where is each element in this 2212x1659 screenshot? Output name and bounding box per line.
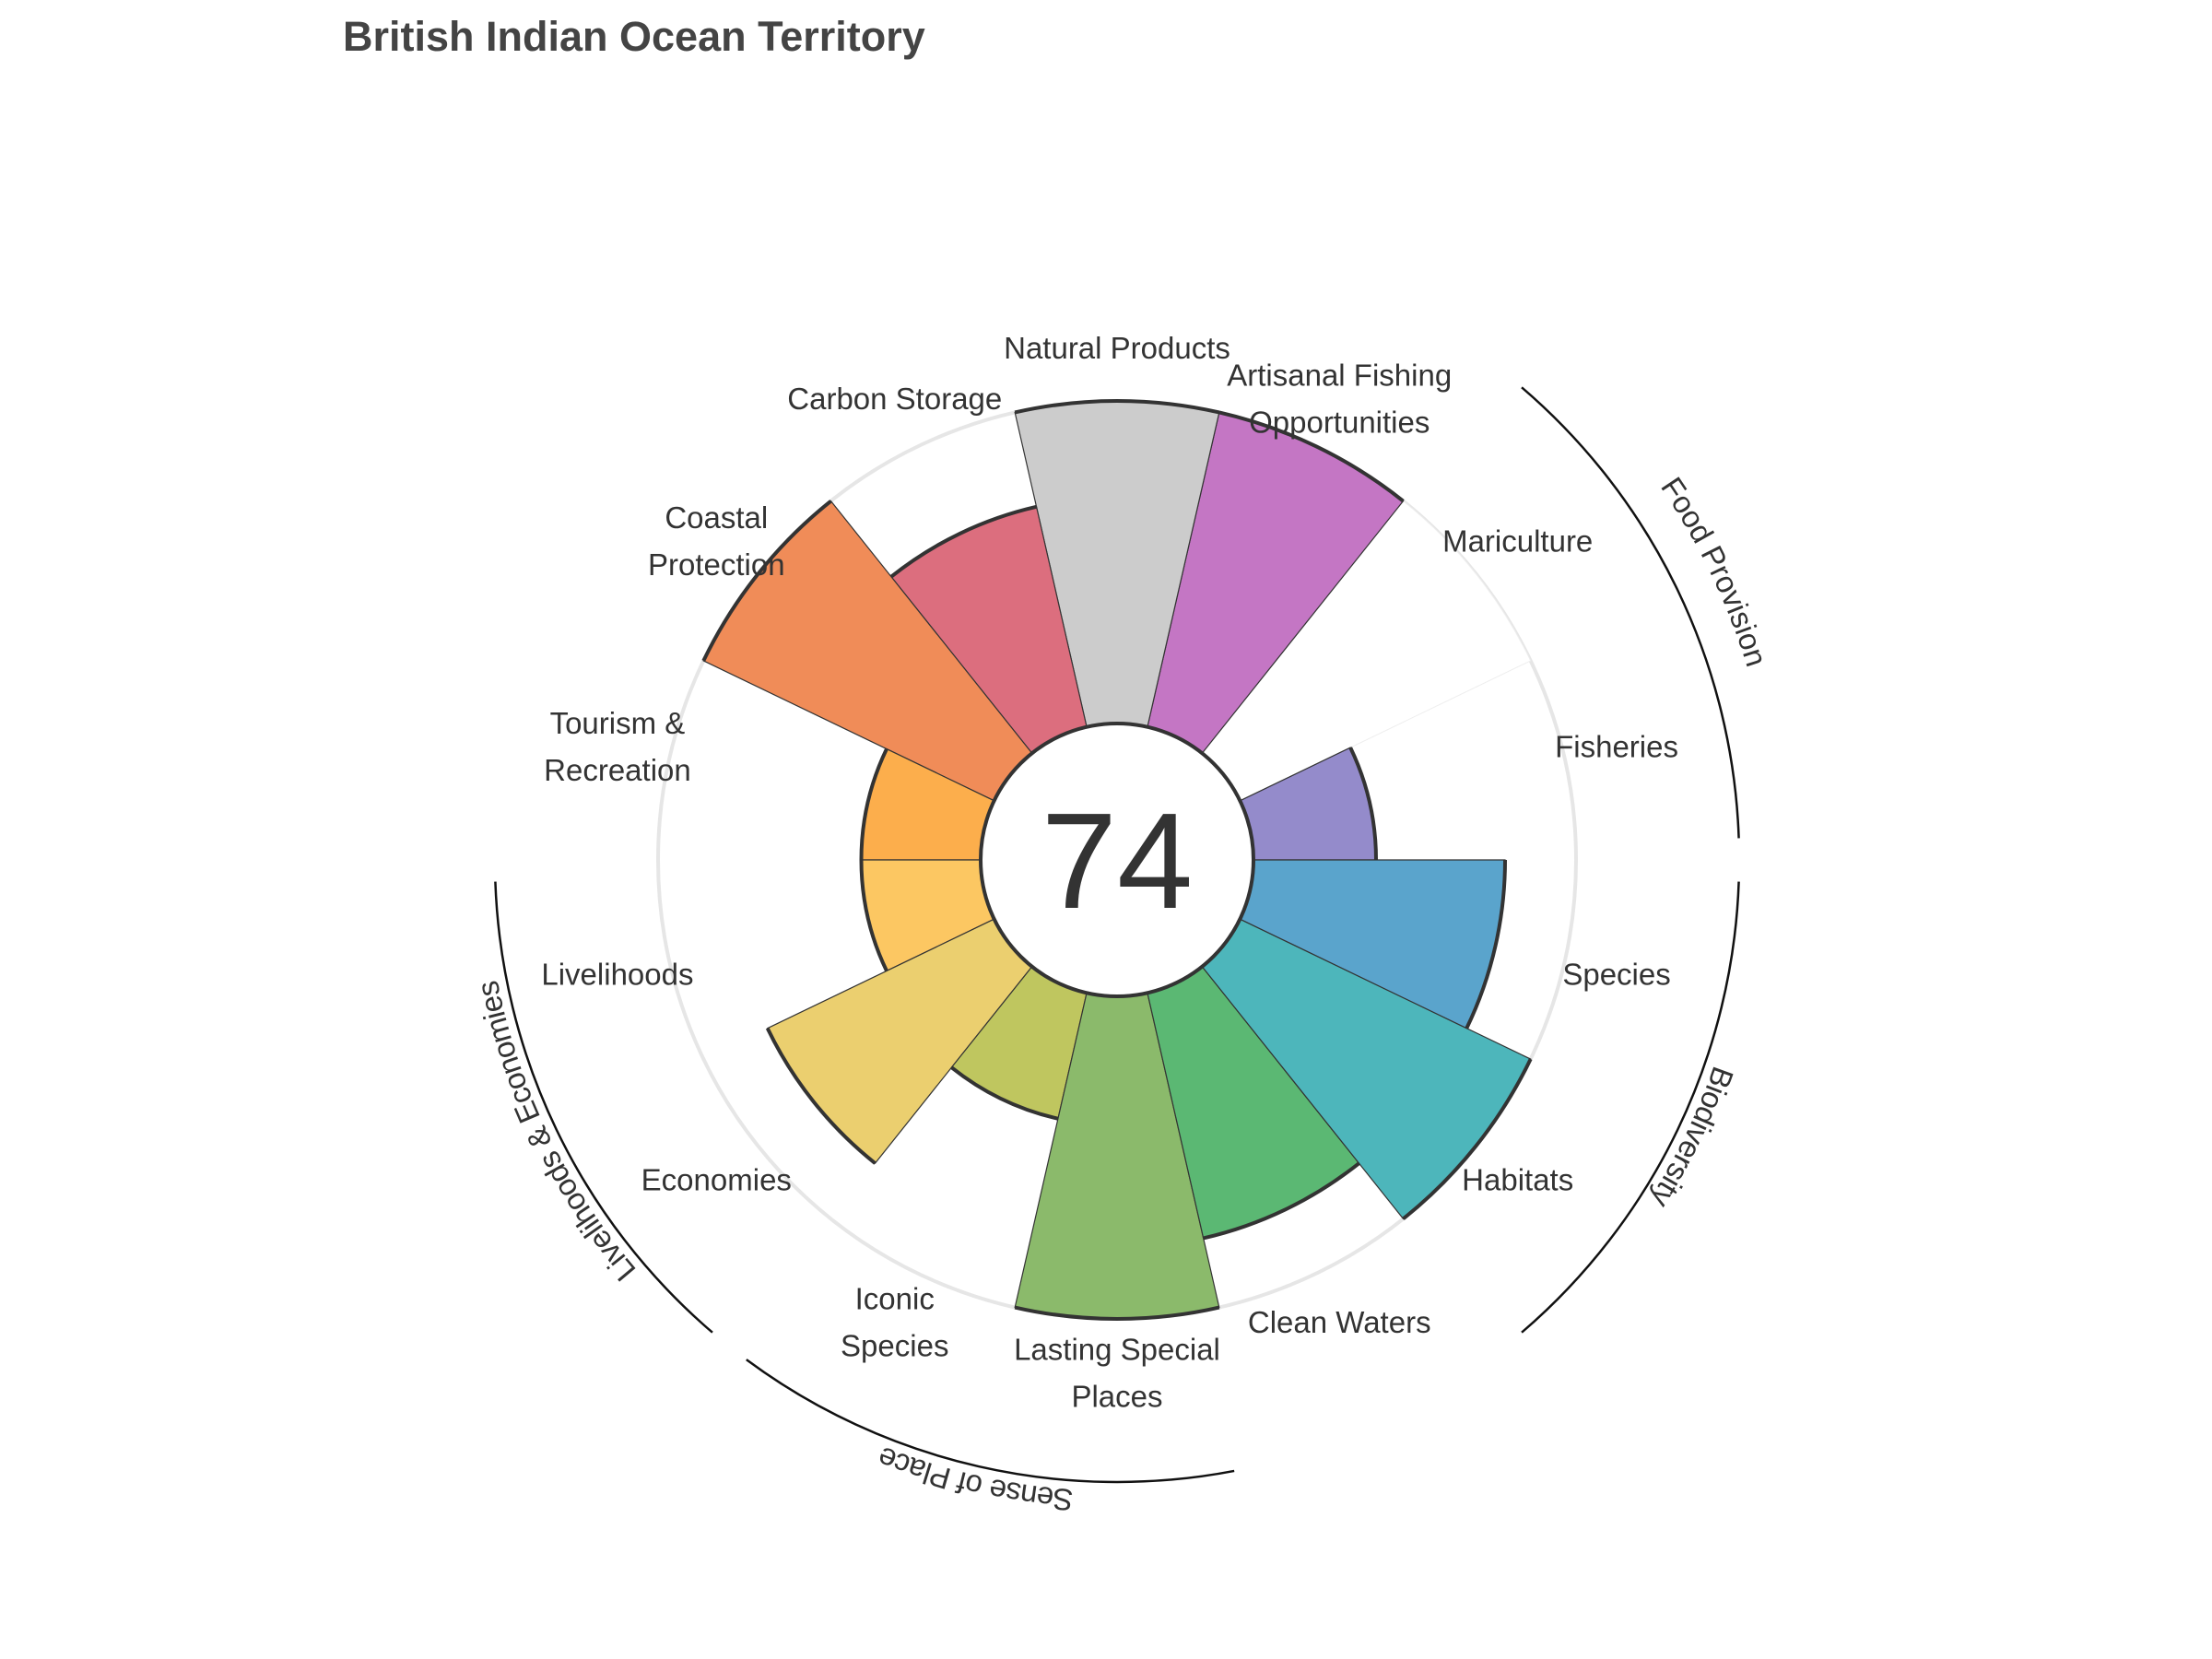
petal-label-10-0: Lasting Special xyxy=(1014,1333,1220,1367)
petal-2-edge xyxy=(1218,410,1405,503)
petal-7-edge xyxy=(859,859,888,972)
petal-label-13-0: Species xyxy=(1562,958,1670,992)
label-layer: Fisheries Mariculture Artisanal Fishing Opp… xyxy=(541,331,1678,1414)
group-arc-3 xyxy=(494,881,713,1334)
petal-label-10-1: Places xyxy=(1071,1380,1162,1414)
petal-label-0-0: Fisheries xyxy=(1555,729,1678,763)
petal-11-edge xyxy=(1203,1161,1360,1241)
petal-0-edge xyxy=(1348,747,1378,861)
petal-6-edge xyxy=(859,747,888,861)
petal-8-edge xyxy=(765,1027,877,1165)
petal-label-1-0: Mariculture xyxy=(1442,524,1593,558)
petal-layer xyxy=(701,399,1533,1321)
petal-3-edge xyxy=(1014,399,1220,415)
petal-label-5-1: Protection xyxy=(648,547,785,582)
group-label-1: Biodiversity xyxy=(1644,1063,1741,1215)
petal-9-edge xyxy=(950,1065,1059,1121)
group-arc-0 xyxy=(1521,386,1740,839)
petal-label-8-0: Economies xyxy=(641,1163,792,1197)
petal-label-11-0: Clean Waters xyxy=(1248,1305,1431,1339)
petal-label-3-0: Natural Products xyxy=(1004,331,1230,365)
group-arc-1 xyxy=(1521,881,1740,1334)
petal-label-6-0: Tourism & xyxy=(550,706,686,740)
petal-4-edge xyxy=(889,504,1037,579)
center-layer: 74 xyxy=(979,722,1255,998)
petal-10-edge xyxy=(1014,1305,1220,1321)
chart-title: British Indian Ocean Territory xyxy=(343,13,925,60)
petal-label-4-0: Carbon Storage xyxy=(787,382,1002,416)
group-label-0: Food Provision xyxy=(1654,471,1774,670)
group-label-3: Livelihoods & Economies xyxy=(470,978,642,1288)
petal-label-9-0: Iconic xyxy=(855,1281,935,1315)
petal-13-edge xyxy=(1465,859,1507,1030)
petal-label-2-0: Artisanal Fishing xyxy=(1227,359,1452,393)
petal-label-7-0: Livelihoods xyxy=(541,958,693,992)
group-arc-2 xyxy=(746,1359,1235,1484)
petal-label-2-1: Opportunities xyxy=(1249,406,1430,440)
center-score: 74 xyxy=(1041,785,1194,937)
petal-label-6-1: Recreation xyxy=(544,753,691,787)
center-disc xyxy=(979,722,1255,998)
petal-label-5-0: Coastal xyxy=(665,500,768,535)
petal-label-9-1: Species xyxy=(841,1328,948,1362)
petal-label-12-0: Habitats xyxy=(1462,1163,1573,1197)
petal-5-edge xyxy=(701,500,832,662)
petal-12-edge xyxy=(1402,1058,1533,1220)
